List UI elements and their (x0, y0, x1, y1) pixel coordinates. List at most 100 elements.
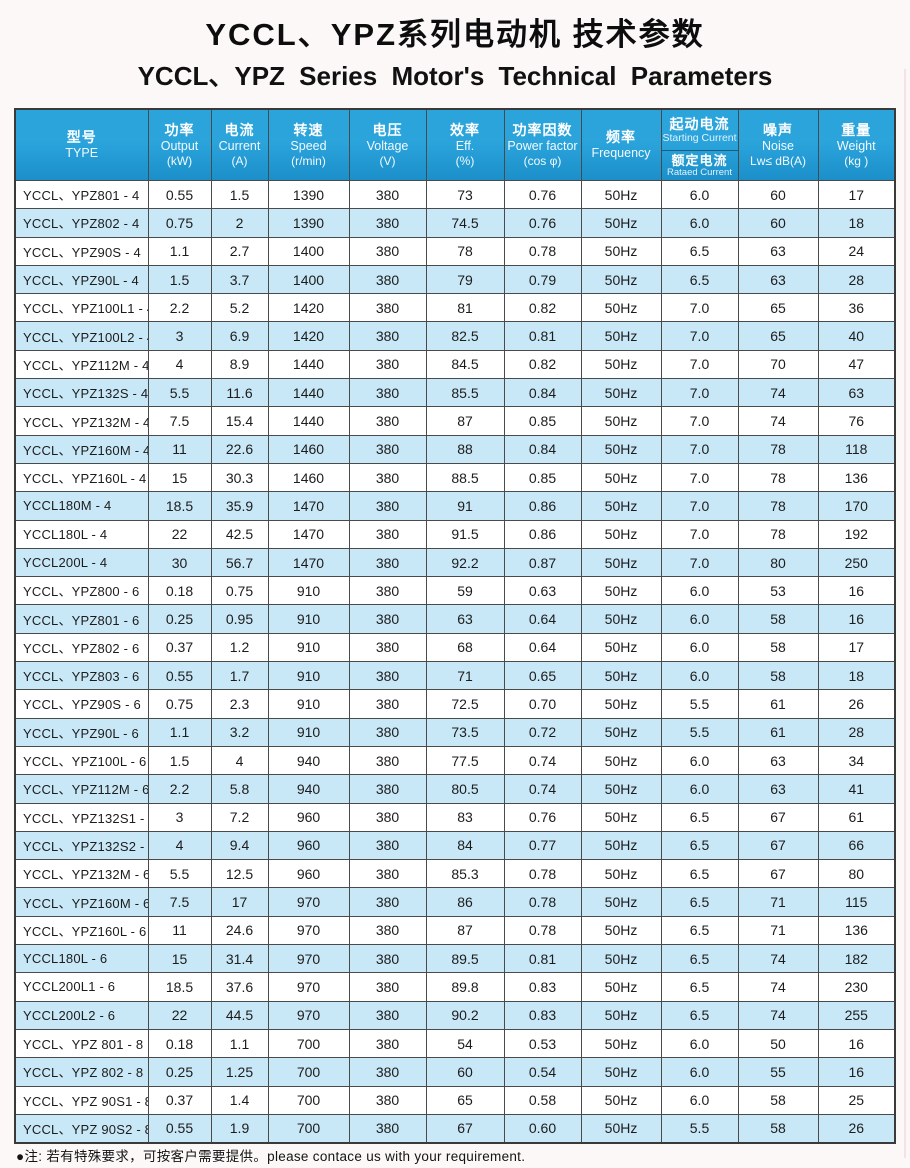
cell-frequency: 50Hz (580, 1028, 662, 1059)
cell-type: YCCL、YPZ100L - 6 (14, 745, 149, 776)
table-row: YCCL、YPZ 90S2 - 8 0.55 1.9 700 380 67 0.… (14, 1113, 896, 1144)
cell-output: 0.25 (147, 1057, 212, 1087)
table-row: YCCL、YPZ100L1 - 4 2.2 5.2 1420 380 81 0.… (14, 293, 896, 323)
cell-efficiency: 91.5 (425, 519, 505, 549)
cell-weight: 118 (817, 434, 896, 464)
cell-frequency: 50Hz (580, 745, 662, 776)
cell-speed: 970 (267, 1000, 350, 1030)
cell-voltage: 380 (348, 632, 427, 663)
cell-starting-current: 7.0 (660, 462, 739, 493)
table-row: YCCL、YPZ160M - 6 7.5 17 970 380 86 0.78 … (14, 887, 896, 917)
table-row: YCCL180L - 6 15 31.4 970 380 89.5 0.81 5… (14, 944, 896, 974)
cell-starting-current: 7.0 (660, 378, 739, 408)
cell-current: 2.7 (210, 236, 269, 266)
table-row: YCCL180M - 4 18.5 35.9 1470 380 91 0.86 … (14, 491, 896, 521)
cell-noise: 74 (737, 378, 819, 408)
cell-current: 4 (210, 745, 269, 776)
cell-efficiency: 83 (425, 802, 505, 832)
cell-type: YCCL、YPZ 802 - 8 (14, 1057, 149, 1087)
cell-noise: 60 (737, 179, 819, 210)
table-row: YCCL、YPZ90L - 6 1.1 3.2 910 380 73.5 0.7… (14, 717, 896, 747)
cell-starting-current: 6.5 (660, 887, 739, 917)
cell-type: YCCL、YPZ132S1 - 6 (14, 802, 149, 832)
cell-voltage: 380 (348, 519, 427, 549)
cell-current: 2 (210, 208, 269, 238)
cell-power-factor: 0.81 (503, 944, 582, 974)
cell-weight: 66 (817, 830, 896, 861)
cell-noise: 74 (737, 406, 819, 436)
cell-type: YCCL、YPZ 90S2 - 8 (14, 1113, 149, 1144)
cell-type: YCCL、YPZ 90S1 - 8 (14, 1085, 149, 1115)
table-row: YCCL、YPZ801 - 4 0.55 1.5 1390 380 73 0.7… (14, 179, 896, 210)
cell-speed: 1390 (267, 208, 350, 238)
cell-current: 1.5 (210, 179, 269, 210)
cell-efficiency: 77.5 (425, 745, 505, 776)
cell-frequency: 50Hz (580, 830, 662, 861)
cell-type: YCCL、YPZ160L - 4 (14, 462, 149, 493)
cell-output: 15 (147, 944, 212, 974)
cell-speed: 1440 (267, 378, 350, 408)
cell-voltage: 380 (348, 406, 427, 436)
cell-current: 22.6 (210, 434, 269, 464)
cell-type: YCCL、YPZ132M - 4 (14, 406, 149, 436)
cell-speed: 1390 (267, 179, 350, 210)
cell-noise: 63 (737, 236, 819, 266)
cell-power-factor: 0.78 (503, 887, 582, 917)
cell-type: YCCL180L - 4 (14, 519, 149, 549)
cell-output: 15 (147, 462, 212, 493)
cell-noise: 71 (737, 887, 819, 917)
cell-starting-current: 6.5 (660, 236, 739, 266)
cell-speed: 970 (267, 972, 350, 1002)
cell-current: 56.7 (210, 547, 269, 578)
cell-starting-current: 6.5 (660, 944, 739, 974)
cell-frequency: 50Hz (580, 491, 662, 521)
cell-current: 9.4 (210, 830, 269, 861)
cell-starting-current: 5.5 (660, 717, 739, 747)
cell-weight: 28 (817, 264, 896, 295)
cell-frequency: 50Hz (580, 576, 662, 606)
cell-noise: 58 (737, 632, 819, 663)
cell-power-factor: 0.78 (503, 236, 582, 266)
cell-efficiency: 59 (425, 576, 505, 606)
cell-type: YCCL、YPZ90L - 4 (14, 264, 149, 295)
cell-type: YCCL、YPZ803 - 6 (14, 661, 149, 691)
cell-current: 3.2 (210, 717, 269, 747)
cell-efficiency: 91 (425, 491, 505, 521)
cell-noise: 55 (737, 1057, 819, 1087)
table-row: YCCL、YPZ132M - 6 5.5 12.5 960 380 85.3 0… (14, 859, 896, 889)
document-page: YCCL、YPZ系列电动机 技术参数 YCCL、YPZ Series Motor… (0, 9, 910, 1168)
cell-power-factor: 0.76 (503, 179, 582, 210)
cell-voltage: 380 (348, 915, 427, 946)
cell-speed: 700 (267, 1028, 350, 1059)
cell-efficiency: 63 (425, 604, 505, 634)
cell-efficiency: 88 (425, 434, 505, 464)
cell-noise: 74 (737, 972, 819, 1002)
column-header-voltage: 电压 Voltage (V) (348, 108, 427, 181)
table-row: YCCL、YPZ90S - 4 1.1 2.7 1400 380 78 0.78… (14, 236, 896, 266)
cell-starting-current: 6.0 (660, 661, 739, 691)
cell-weight: 63 (817, 378, 896, 408)
cell-type: YCCL、YPZ160M - 6 (14, 887, 149, 917)
cell-output: 18.5 (147, 491, 212, 521)
cell-frequency: 50Hz (580, 661, 662, 691)
cell-starting-current: 6.0 (660, 745, 739, 776)
table-row: YCCL、YPZ160L - 6 11 24.6 970 380 87 0.78… (14, 915, 896, 946)
cell-noise: 78 (737, 462, 819, 493)
cell-power-factor: 0.63 (503, 576, 582, 606)
cell-starting-current: 6.0 (660, 1085, 739, 1115)
cell-voltage: 380 (348, 859, 427, 889)
cell-noise: 71 (737, 915, 819, 946)
cell-starting-current: 6.5 (660, 1000, 739, 1030)
cell-power-factor: 0.86 (503, 491, 582, 521)
cell-starting-current: 7.0 (660, 321, 739, 351)
cell-efficiency: 90.2 (425, 1000, 505, 1030)
cell-speed: 970 (267, 887, 350, 917)
cell-efficiency: 89.8 (425, 972, 505, 1002)
cell-efficiency: 85.5 (425, 378, 505, 408)
cell-current: 0.95 (210, 604, 269, 634)
cell-output: 0.75 (147, 208, 212, 238)
cell-speed: 910 (267, 661, 350, 691)
cell-weight: 16 (817, 1028, 896, 1059)
cell-power-factor: 0.53 (503, 1028, 582, 1059)
cell-frequency: 50Hz (580, 944, 662, 974)
